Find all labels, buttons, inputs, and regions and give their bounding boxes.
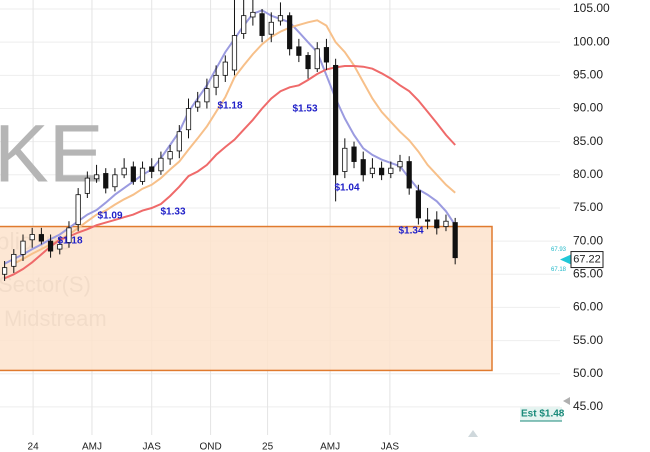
x-tick-label: AMJ — [320, 442, 340, 452]
dividend-label: $1.34 — [398, 226, 423, 237]
highlight-zone — [0, 225, 493, 372]
moving-average-line — [13, 19, 456, 265]
price-arrow — [560, 254, 571, 265]
x-tick-label: JAS — [143, 442, 162, 452]
candle-body — [250, 11, 256, 18]
candle-body — [38, 234, 44, 242]
candle-body — [305, 55, 311, 70]
candle-body — [406, 161, 412, 189]
candle-body — [47, 240, 54, 252]
candle-body — [424, 219, 431, 222]
candle-body — [185, 108, 192, 131]
candle-body — [351, 146, 357, 162]
candle-body — [434, 219, 440, 229]
candle-body — [204, 88, 210, 103]
y-tick-label: 65.00 — [573, 266, 603, 280]
candle-body — [103, 173, 109, 189]
candle-body — [57, 244, 63, 250]
candle-body — [139, 167, 146, 182]
candle-body — [379, 167, 385, 176]
candle-body — [167, 151, 173, 160]
candle-body — [397, 161, 403, 168]
x-tick-label: OND — [199, 442, 221, 452]
y-tick-label: 100.00 — [573, 34, 610, 48]
x-tick-label: AMJ — [82, 442, 102, 452]
candle-body — [241, 15, 247, 34]
candle-body — [314, 48, 320, 70]
y-tick-label: 90.00 — [573, 101, 603, 115]
y-tick-label: 45.00 — [573, 399, 603, 413]
candle-body — [360, 159, 366, 176]
bid-label: 67.93 — [551, 247, 567, 253]
candle-body — [66, 227, 72, 243]
candle-body — [259, 13, 265, 36]
dividend-label: $1.18 — [57, 236, 82, 247]
y-tick-label: 55.00 — [573, 333, 603, 347]
dividend-label: $1.33 — [160, 207, 185, 218]
y-tick-label: 105.00 — [573, 1, 610, 15]
y-tick-label: 95.00 — [573, 68, 603, 82]
candle-body — [287, 15, 293, 50]
scroll-arrow — [563, 397, 570, 405]
candle-body — [121, 167, 127, 176]
y-tick-label: 80.00 — [573, 167, 603, 181]
candle-body — [296, 46, 302, 56]
y-tick-label: 60.00 — [573, 300, 603, 314]
candle-body — [11, 253, 17, 267]
candle-body — [415, 190, 421, 219]
price-tag — [570, 251, 604, 269]
dividend-label: $1.09 — [97, 211, 122, 222]
candle-body — [75, 194, 81, 225]
x-tick-label: 24 — [28, 442, 40, 452]
candle-body — [29, 234, 35, 241]
candle-body — [443, 220, 449, 227]
dividend-label: $1.53 — [292, 104, 317, 115]
candle-body — [277, 15, 284, 22]
candle-body — [112, 174, 118, 188]
candle-body — [1, 267, 8, 275]
candle-body — [268, 21, 274, 35]
ask-label: 67.18 — [551, 267, 567, 273]
candle-body — [222, 61, 228, 76]
candle-body — [333, 64, 339, 176]
candle-body — [130, 166, 136, 182]
y-tick-label: 75.00 — [573, 200, 603, 214]
candle-body — [452, 222, 458, 259]
candle-body — [213, 74, 219, 88]
scroll-marker — [468, 430, 478, 437]
x-tick-label: JAS — [381, 442, 400, 452]
y-tick-label: 70.00 — [573, 233, 603, 247]
estimate-tag — [520, 407, 562, 421]
candle-body — [323, 47, 330, 63]
candle-body — [231, 35, 238, 71]
estimate-label: Est $1.48 — [521, 409, 565, 420]
dividend-label: $1.18 — [217, 101, 242, 112]
candle-body — [158, 157, 164, 172]
candle-body — [342, 147, 348, 172]
candle-body — [84, 177, 90, 194]
candle-body — [20, 240, 26, 255]
moving-average-line — [4, 65, 456, 280]
candle-body — [369, 167, 376, 174]
y-tick-label: 85.00 — [573, 134, 603, 148]
last-price-label: 67.22 — [573, 253, 601, 265]
x-tick-label: 25 — [262, 442, 274, 452]
candle-body — [195, 101, 201, 108]
dividend-label: $1.04 — [334, 183, 359, 194]
candle-body — [93, 174, 100, 180]
y-tick-label: 50.00 — [573, 366, 603, 380]
candle-body — [176, 131, 182, 152]
candle-body — [388, 167, 394, 174]
candle-body — [149, 166, 155, 172]
